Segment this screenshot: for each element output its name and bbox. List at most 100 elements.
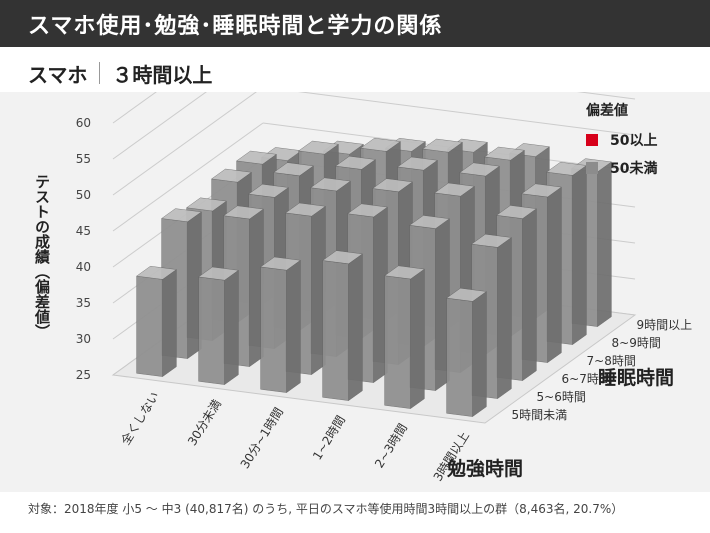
x-tick-label: 30分~1時間	[238, 405, 286, 471]
bar-top	[484, 146, 525, 161]
bar-front	[198, 276, 225, 385]
bar-top	[310, 177, 351, 192]
x-tick-label: 1~2時間	[310, 413, 348, 462]
gridline-left	[112, 92, 207, 160]
z-axis-title: 睡眠時間	[598, 367, 675, 389]
gridline-left	[112, 92, 157, 124]
x-tick-label: 全くしない	[118, 389, 163, 448]
bar-top	[397, 156, 438, 171]
bar-top	[446, 287, 487, 302]
bar-top	[322, 250, 363, 265]
z-tick-label: 6~7時間	[562, 372, 611, 386]
bar-top	[273, 162, 314, 177]
footnote: 対象：2018年度 小5 ～ 中3 (40,817名) のうち, 平日のスマホ等…	[28, 502, 624, 516]
bar-side	[348, 253, 363, 401]
bar-front	[260, 266, 287, 393]
bar-top	[471, 233, 512, 248]
bar-front	[322, 260, 349, 401]
subtitle-group: スマホ	[28, 62, 88, 87]
bar-front	[136, 275, 163, 377]
bar-side	[286, 259, 301, 393]
bar-top	[236, 150, 277, 165]
x-axis-title: 勉強時間	[447, 458, 524, 480]
bar-top	[409, 215, 450, 229]
bar-top	[161, 208, 202, 223]
y-tick-labels: 25 30 35 40 45 50 55 60	[76, 116, 91, 382]
bar-top	[198, 266, 239, 281]
bar	[384, 265, 425, 409]
y-tick-label: 35	[76, 296, 91, 310]
bar	[198, 266, 239, 385]
bar-side	[410, 268, 425, 409]
legend-title: 偏差値	[586, 103, 628, 119]
legend-swatch-below50	[586, 162, 598, 174]
bar	[322, 250, 363, 401]
bar-top	[136, 265, 177, 280]
legend: 偏差値 50以上 50未満	[586, 100, 657, 186]
bar-top	[298, 140, 339, 155]
x-tick-label: 30分未満	[185, 397, 224, 448]
bar-top	[422, 138, 463, 153]
y-tick-label: 55	[76, 152, 91, 166]
bar-side	[162, 269, 177, 377]
z-tick-label: 5~6時間	[537, 390, 586, 404]
bar-top	[521, 183, 562, 198]
bar-side	[547, 186, 562, 363]
bar-side	[472, 291, 487, 417]
legend-label-below50: 50未満	[610, 161, 658, 177]
legend-item-below50: 50未満	[586, 158, 657, 178]
z-tick-label: 7~8時間	[587, 354, 636, 368]
bar-front	[384, 275, 411, 409]
bar-top	[248, 183, 289, 198]
bar-top	[223, 205, 264, 220]
bar-top	[384, 265, 425, 280]
y-tick-label: 25	[76, 368, 91, 382]
y-tick-label: 60	[76, 116, 91, 130]
bar-side	[497, 237, 512, 399]
gridline-back	[576, 92, 636, 100]
subtitle-value: ３時間以上	[112, 62, 213, 87]
bar-top	[434, 182, 475, 197]
gridline-left	[112, 92, 257, 196]
bar-front	[446, 297, 473, 417]
bar-side	[522, 208, 537, 381]
bar-top	[186, 197, 227, 212]
gridline-left	[112, 122, 264, 232]
bar	[260, 256, 301, 393]
bar-top	[372, 178, 413, 193]
y-tick-label: 50	[76, 188, 91, 202]
bar-top	[347, 203, 388, 218]
bar-side	[572, 165, 587, 345]
z-tick-label: 5時間未満	[512, 408, 568, 422]
page-title: スマホ使用･勉強･睡眠時間と学力の関係	[28, 14, 443, 39]
y-tick-label: 45	[76, 224, 91, 238]
x-tick-label: 2~3時間	[372, 421, 410, 470]
bar-side	[597, 161, 612, 327]
bar-top	[211, 168, 252, 183]
y-tick-label: 40	[76, 260, 91, 274]
chart-subtitle: スマホ ３時間以上	[28, 58, 212, 88]
chart-area: 25 30 35 40 45 50 55 60 テストの成績（偏差値） 全くしない 30分未満 30分…	[0, 92, 710, 492]
bar-top	[459, 162, 500, 177]
bar3d-chart: 25 30 35 40 45 50 55 60 テストの成績（偏差値） 全くしない 30分未満 30分…	[33, 92, 693, 484]
bar	[136, 265, 177, 377]
bar-top	[285, 202, 326, 217]
legend-item-above50: 50以上	[586, 130, 657, 150]
z-tick-label: 8~9時間	[612, 336, 661, 350]
bars	[136, 137, 612, 417]
bar-top	[335, 155, 376, 170]
bar	[446, 287, 487, 417]
y-tick-label: 30	[76, 332, 91, 346]
z-tick-labels: 5時間未満 5~6時間 6~7時間 7~8時間 8~9時間 9時間以上	[512, 318, 693, 422]
legend-swatch-above50	[586, 134, 598, 146]
title-bar: スマホ使用･勉強･睡眠時間と学力の関係	[0, 0, 710, 47]
bar-side	[224, 269, 239, 385]
y-axis-title: テストの成績（偏差値）	[33, 174, 51, 339]
subtitle-divider	[99, 62, 101, 84]
bar-top	[496, 205, 537, 219]
bar-top	[260, 256, 301, 271]
z-tick-label: 9時間以上	[637, 318, 693, 332]
bar-top	[360, 137, 401, 152]
legend-label-above50: 50以上	[610, 133, 658, 149]
gridline-back	[297, 92, 636, 136]
